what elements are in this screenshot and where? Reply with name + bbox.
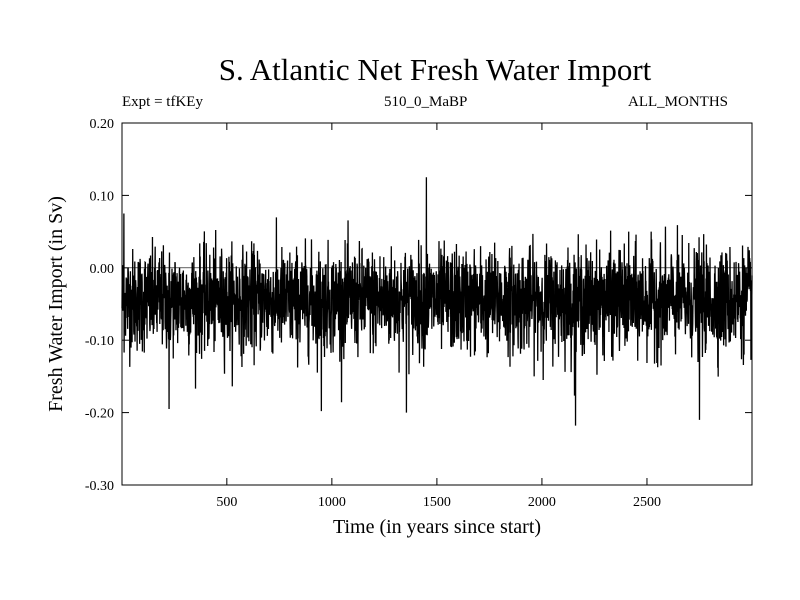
y-tick-label: 0.20 (90, 117, 115, 132)
run-label: 510_0_MaBP (384, 94, 468, 110)
x-axis: 500 1000 1500 2000 2500 (216, 123, 661, 510)
series-layer (121, 177, 753, 426)
x-axis-label: Time (in years since start) (333, 516, 541, 538)
y-tick-label: 0.10 (90, 189, 115, 204)
x-tick-label: 1000 (318, 495, 346, 510)
series-line (121, 177, 753, 426)
y-axis: 0.20 0.10 0.00 -0.10 -0.20 -0.30 (85, 117, 752, 494)
months-label: ALL_MONTHS (628, 94, 728, 110)
y-tick-label: -0.10 (85, 334, 114, 349)
x-tick-label: 1500 (423, 495, 451, 510)
y-tick-label: -0.20 (85, 407, 114, 422)
x-tick-label: 2000 (528, 495, 556, 510)
y-axis-label: Fresh Water Import (in Sv) (45, 196, 67, 412)
experiment-label: Expt = tfKEy (122, 94, 203, 110)
y-tick-label: -0.30 (85, 479, 114, 494)
x-tick-label: 2500 (633, 495, 661, 510)
y-tick-label: 0.00 (90, 262, 115, 277)
x-tick-label: 500 (216, 495, 237, 510)
chart-title: S. Atlantic Net Fresh Water Import (218, 52, 652, 87)
